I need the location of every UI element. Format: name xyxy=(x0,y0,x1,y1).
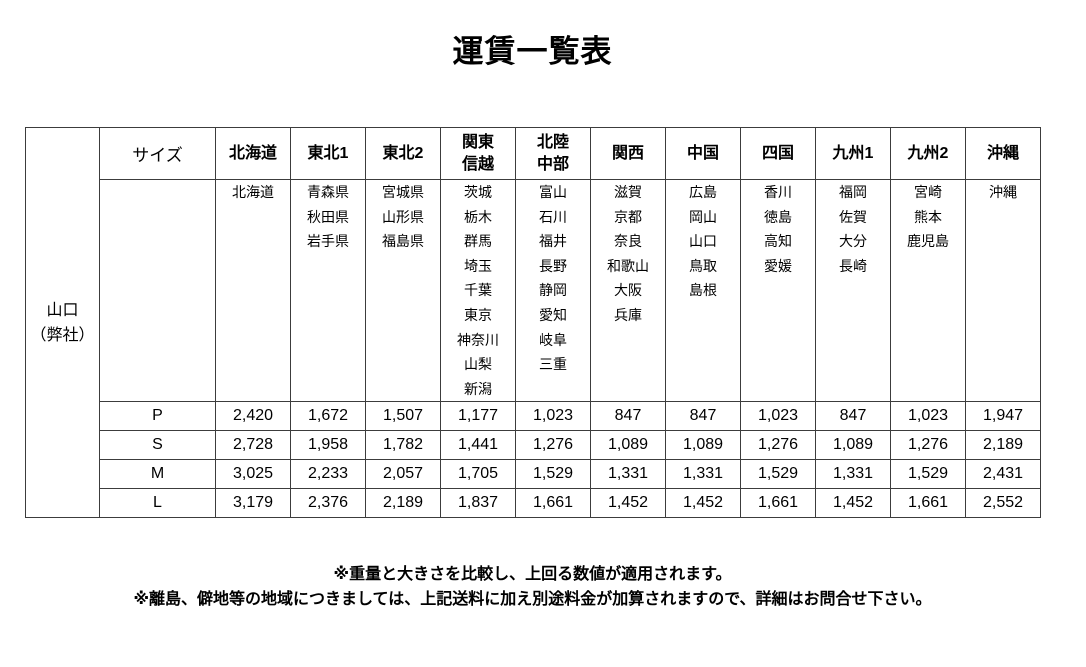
rate-cell: 1,177 xyxy=(440,401,516,432)
region-header-kansai: 関西 xyxy=(590,127,666,180)
rate-cell: 1,452 xyxy=(590,488,666,519)
region-header-kyushu2: 九州2 xyxy=(890,127,966,180)
rate-cell: 1,452 xyxy=(665,488,741,519)
rate-cell: 1,837 xyxy=(440,488,516,519)
origin-cell: 山口 （弊社） xyxy=(25,126,100,519)
region-header-okinawa: 沖縄 xyxy=(965,127,1041,180)
rate-cell: 1,661 xyxy=(515,488,591,519)
page-title: 運賃一覧表 xyxy=(452,34,613,69)
rate-cell: 1,089 xyxy=(815,430,891,461)
region-header-hokkaido: 北海道 xyxy=(215,127,291,180)
prefectures-shikoku: 香川 徳島 高知 愛媛 xyxy=(740,178,816,403)
rate-cell: 847 xyxy=(665,401,741,432)
rate-cell: 1,958 xyxy=(290,430,366,461)
rate-cell: 1,705 xyxy=(440,459,516,490)
rate-cell: 847 xyxy=(815,401,891,432)
size-header-cell: サイズ xyxy=(99,127,216,180)
rate-cell: 1,661 xyxy=(740,488,816,519)
shipping-rate-table: 山口 （弊社） サイズ 北海道 東北1 東北2 関東 信越 北陸 中部 関西 中… xyxy=(25,126,1041,519)
prefectures-kyushu2: 宮崎 熊本 鹿児島 xyxy=(890,178,966,403)
rate-row-p: P 2,420 1,672 1,507 1,177 1,023 847 847 … xyxy=(26,401,1041,432)
prefecture-row: 北海道 青森県 秋田県 岩手県 宮城県 山形県 福島県 茨城 栃木 群馬 埼玉 … xyxy=(26,178,1041,403)
rate-cell: 1,331 xyxy=(815,459,891,490)
rate-cell: 1,023 xyxy=(890,401,966,432)
prefectures-tohoku2: 宮城県 山形県 福島県 xyxy=(365,178,441,403)
region-header-kanto-shinetsu: 関東 信越 xyxy=(440,127,516,180)
rate-cell: 2,420 xyxy=(215,401,291,432)
size-label: P xyxy=(99,401,216,432)
rate-cell: 1,782 xyxy=(365,430,441,461)
rate-cell: 1,661 xyxy=(890,488,966,519)
region-header-shikoku: 四国 xyxy=(740,127,816,180)
rate-cell: 1,023 xyxy=(515,401,591,432)
rate-cell: 1,672 xyxy=(290,401,366,432)
rate-row-m: M 3,025 2,233 2,057 1,705 1,529 1,331 1,… xyxy=(26,459,1041,490)
rate-cell: 2,431 xyxy=(965,459,1041,490)
prefectures-tohoku1: 青森県 秋田県 岩手県 xyxy=(290,178,366,403)
rate-cell: 1,529 xyxy=(515,459,591,490)
rate-row-s: S 2,728 1,958 1,782 1,441 1,276 1,089 1,… xyxy=(26,430,1041,461)
rate-cell: 1,529 xyxy=(890,459,966,490)
rate-cell: 1,023 xyxy=(740,401,816,432)
footnote-remote-area-rule: ※離島、僻地等の地域につきましては、上記送料に加え別途料金が加算されますので、詳… xyxy=(133,591,932,608)
rate-cell: 847 xyxy=(590,401,666,432)
rate-cell: 3,179 xyxy=(215,488,291,519)
rate-cell: 2,552 xyxy=(965,488,1041,519)
rate-cell: 1,276 xyxy=(740,430,816,461)
rate-cell: 1,529 xyxy=(740,459,816,490)
rate-cell: 1,331 xyxy=(590,459,666,490)
footnote-weight-rule: ※重量と大きさを比較し、上回る数値が適用されます。 xyxy=(333,566,732,583)
rate-cell: 1,276 xyxy=(515,430,591,461)
region-header-tohoku1: 東北1 xyxy=(290,127,366,180)
rate-cell: 1,276 xyxy=(890,430,966,461)
rate-row-l: L 3,179 2,376 2,189 1,837 1,661 1,452 1,… xyxy=(26,488,1041,519)
rate-cell: 2,376 xyxy=(290,488,366,519)
region-header-kyushu1: 九州1 xyxy=(815,127,891,180)
rate-cell: 1,089 xyxy=(590,430,666,461)
rate-cell: 1,507 xyxy=(365,401,441,432)
rate-cell: 1,452 xyxy=(815,488,891,519)
rate-cell: 3,025 xyxy=(215,459,291,490)
rate-cell: 2,189 xyxy=(365,488,441,519)
rate-cell: 1,331 xyxy=(665,459,741,490)
prefectures-okinawa: 沖縄 xyxy=(965,178,1041,403)
footnotes: ※重量と大きさを比較し、上回る数値が適用されます。 ※離島、僻地等の地域につきま… xyxy=(25,562,1040,612)
size-label: M xyxy=(99,459,216,490)
prefectures-kanto-shinetsu: 茨城 栃木 群馬 埼玉 千葉 東京 神奈川 山梨 新潟 xyxy=(440,178,516,403)
rate-cell: 2,728 xyxy=(215,430,291,461)
rate-cell: 1,089 xyxy=(665,430,741,461)
rate-cell: 2,233 xyxy=(290,459,366,490)
rate-cell: 1,441 xyxy=(440,430,516,461)
size-label: L xyxy=(99,488,216,519)
rate-cell: 2,189 xyxy=(965,430,1041,461)
prefecture-blank-cell xyxy=(99,178,216,403)
prefectures-kyushu1: 福岡 佐賀 大分 長崎 xyxy=(815,178,891,403)
region-header-chugoku: 中国 xyxy=(665,127,741,180)
size-label: S xyxy=(99,430,216,461)
prefectures-hokkaido: 北海道 xyxy=(215,178,291,403)
rate-cell: 1,947 xyxy=(965,401,1041,432)
region-header-row: 山口 （弊社） サイズ 北海道 東北1 東北2 関東 信越 北陸 中部 関西 中… xyxy=(25,126,1041,519)
region-header-tohoku2: 東北2 xyxy=(365,127,441,180)
prefectures-kansai: 滋賀 京都 奈良 和歌山 大阪 兵庫 xyxy=(590,178,666,403)
rate-cell: 2,057 xyxy=(365,459,441,490)
prefectures-hokuriku-chubu: 富山 石川 福井 長野 静岡 愛知 岐阜 三重 xyxy=(515,178,591,403)
prefectures-chugoku: 広島 岡山 山口 鳥取 島根 xyxy=(665,178,741,403)
region-header-hokuriku-chubu: 北陸 中部 xyxy=(515,127,591,180)
